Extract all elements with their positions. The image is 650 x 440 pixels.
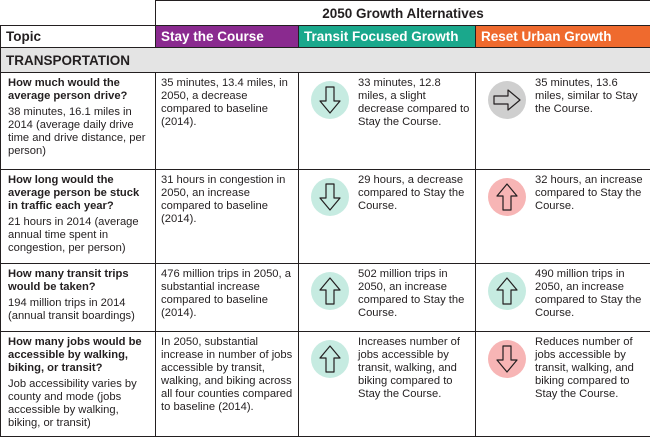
header-row: Topic Stay the Course Transit Focused Gr… <box>0 25 650 48</box>
table-row: How much would the average person drive?… <box>0 72 650 170</box>
transit-text: 502 million trips in 2050, an increase c… <box>358 268 465 319</box>
table-row: How many jobs would be accessible by wal… <box>0 331 650 437</box>
topic-detail: 194 million trips in 2014 (annual transi… <box>8 297 135 322</box>
topic-detail: Job accessibility varies by county and m… <box>8 378 137 429</box>
title-row: 2050 Growth Alternatives <box>0 0 650 26</box>
reset-text: Reduces number of jobs accessible by tra… <box>535 336 634 400</box>
arrow-down-icon <box>311 178 349 216</box>
topic-cell: How long would the average person be stu… <box>0 169 156 264</box>
topic-question: How long would the average person be stu… <box>8 174 140 212</box>
header-topic: Topic <box>0 25 156 48</box>
topic-cell: How many transit trips would be taken? 1… <box>0 263 156 332</box>
transit-cell: Increases number of jobs accessible by t… <box>298 331 476 437</box>
title-row-spacer <box>0 0 156 26</box>
reset-cell: 490 million trips in 2050, an increase c… <box>475 263 650 332</box>
arrow-up-icon <box>311 340 349 378</box>
topic-question: How many jobs would be accessible by wal… <box>8 336 142 374</box>
topic-detail: 21 hours in 2014 (average annual time sp… <box>8 216 139 254</box>
arrow-down-icon <box>488 340 526 378</box>
stay-cell: 35 minutes, 13.4 miles, in 2050, a decre… <box>155 72 299 170</box>
reset-cell: 35 minutes, 13.6 miles, similar to Stay … <box>475 72 650 170</box>
transit-cell: 33 minutes, 12.8 miles, a slight decreas… <box>298 72 476 170</box>
topic-cell: How much would the average person drive?… <box>0 72 156 170</box>
section-row: TRANSPORTATION <box>0 47 650 73</box>
reset-text: 35 minutes, 13.6 miles, similar to Stay … <box>535 77 638 115</box>
topic-question: How many transit trips would be taken? <box>8 268 129 293</box>
transit-text: Increases number of jobs accessible by t… <box>358 336 460 400</box>
arrow-down-icon <box>311 81 349 119</box>
table-title: 2050 Growth Alternatives <box>155 0 650 26</box>
table-row: How long would the average person be stu… <box>0 169 650 264</box>
header-reset-urban-growth: Reset Urban Growth <box>475 25 650 48</box>
transit-cell: 502 million trips in 2050, an increase c… <box>298 263 476 332</box>
table-row: How many transit trips would be taken? 1… <box>0 263 650 332</box>
stay-cell: 476 million trips in 2050, a substantial… <box>155 263 299 332</box>
stay-cell: In 2050, substantial increase in number … <box>155 331 299 437</box>
topic-question: How much would the average person drive? <box>8 77 128 102</box>
arrow-up-icon <box>488 178 526 216</box>
reset-text: 490 million trips in 2050, an increase c… <box>535 268 642 319</box>
transit-text: 29 hours, a decrease compared to Stay th… <box>358 174 465 212</box>
reset-cell: Reduces number of jobs accessible by tra… <box>475 331 650 437</box>
stay-cell: 31 hours in congestion in 2050, an incre… <box>155 169 299 264</box>
arrow-up-icon <box>311 272 349 310</box>
header-stay-the-course: Stay the Course <box>155 25 299 48</box>
topic-cell: How many jobs would be accessible by wal… <box>0 331 156 437</box>
arrow-up-icon <box>488 272 526 310</box>
transit-cell: 29 hours, a decrease compared to Stay th… <box>298 169 476 264</box>
arrow-right-icon <box>488 81 526 119</box>
topic-detail: 38 minutes, 16.1 miles in 2014 (average … <box>8 106 146 157</box>
reset-text: 32 hours, an increase compared to Stay t… <box>535 174 643 212</box>
section-title: TRANSPORTATION <box>0 47 650 73</box>
transit-text: 33 minutes, 12.8 miles, a slight decreas… <box>358 77 470 128</box>
reset-cell: 32 hours, an increase compared to Stay t… <box>475 169 650 264</box>
header-transit-focused-growth: Transit Focused Growth <box>298 25 476 48</box>
